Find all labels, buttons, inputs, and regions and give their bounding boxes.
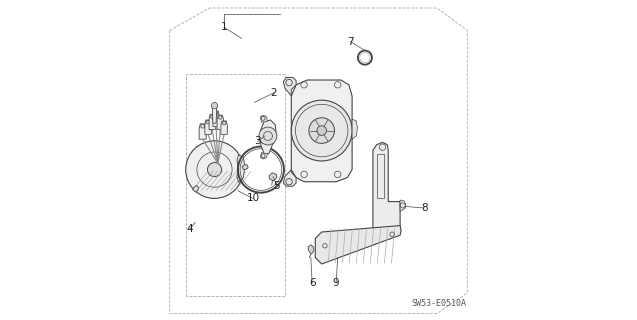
Text: 4: 4 xyxy=(187,224,193,234)
Text: 2: 2 xyxy=(270,88,277,98)
Polygon shape xyxy=(237,155,245,182)
Polygon shape xyxy=(212,103,217,123)
Text: 1: 1 xyxy=(221,22,227,32)
Polygon shape xyxy=(217,115,224,130)
Polygon shape xyxy=(352,119,357,139)
Polygon shape xyxy=(209,114,215,130)
Polygon shape xyxy=(261,153,268,159)
Polygon shape xyxy=(283,170,296,186)
Circle shape xyxy=(259,127,277,145)
Text: 9: 9 xyxy=(333,278,340,288)
Polygon shape xyxy=(242,164,248,170)
Polygon shape xyxy=(261,115,268,122)
Polygon shape xyxy=(193,186,199,192)
Polygon shape xyxy=(291,80,352,182)
Circle shape xyxy=(309,118,334,143)
Circle shape xyxy=(201,124,204,128)
Text: 10: 10 xyxy=(247,193,259,204)
Polygon shape xyxy=(315,226,401,264)
Circle shape xyxy=(210,115,214,118)
Polygon shape xyxy=(205,120,211,134)
Polygon shape xyxy=(308,245,314,253)
Text: 5: 5 xyxy=(273,180,280,191)
Text: 8: 8 xyxy=(421,203,427,213)
Circle shape xyxy=(208,163,222,177)
Circle shape xyxy=(222,121,226,125)
Polygon shape xyxy=(283,77,296,96)
Text: SW53-E0510A: SW53-E0510A xyxy=(412,299,467,308)
Circle shape xyxy=(211,102,218,109)
Text: 7: 7 xyxy=(347,36,354,47)
Circle shape xyxy=(291,100,352,161)
Circle shape xyxy=(214,112,218,115)
Circle shape xyxy=(218,116,222,119)
Polygon shape xyxy=(269,173,277,181)
Text: 6: 6 xyxy=(309,278,315,288)
Circle shape xyxy=(317,126,327,135)
Polygon shape xyxy=(400,200,406,211)
Polygon shape xyxy=(213,111,219,126)
Polygon shape xyxy=(199,124,206,139)
Polygon shape xyxy=(261,120,276,154)
Polygon shape xyxy=(221,121,227,134)
Circle shape xyxy=(186,141,243,198)
Polygon shape xyxy=(373,142,400,235)
Text: 3: 3 xyxy=(254,136,261,147)
Circle shape xyxy=(206,120,210,124)
